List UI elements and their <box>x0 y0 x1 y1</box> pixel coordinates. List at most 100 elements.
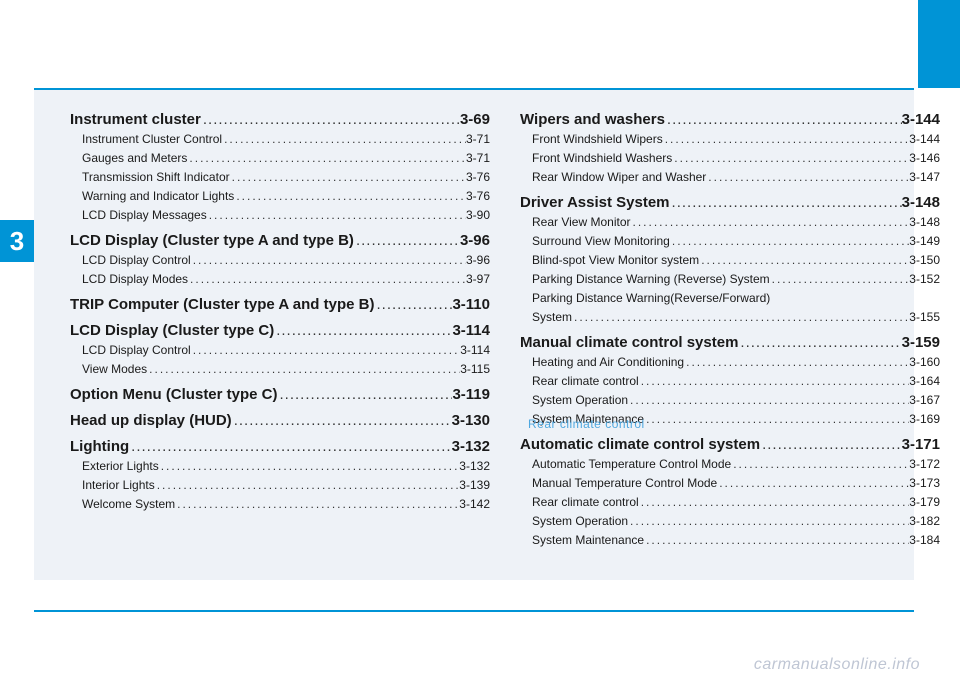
toc-label: Interior Lights <box>82 476 155 495</box>
toc-entry: Warning and Indicator Lights............… <box>70 187 490 206</box>
page-container: 3 Instrument cluster....................… <box>0 0 960 689</box>
toc-entry: LCD Display (Cluster type C)............… <box>70 320 490 341</box>
toc-label: LCD Display Messages <box>82 206 207 225</box>
toc-leader-dots: ........................................… <box>274 320 452 341</box>
toc-page-number: 3-179 <box>909 493 940 512</box>
toc-leader-dots: ........................................… <box>234 187 466 206</box>
toc-entry: System Operation........................… <box>520 512 940 531</box>
toc-page-number: 3-164 <box>909 372 940 391</box>
toc-page-number: 3-115 <box>460 360 490 379</box>
toc-entry: LCD Display (Cluster type A and type B).… <box>70 230 490 251</box>
toc-leader-dots: ........................................… <box>639 372 910 391</box>
toc-leader-dots: ........................................… <box>232 410 452 431</box>
chapter-number-tab: 3 <box>0 220 34 262</box>
toc-leader-dots: ........................................… <box>201 109 460 130</box>
toc-entry: Front Windshield Washers................… <box>520 149 940 168</box>
toc-leader-dots: ........................................… <box>207 206 466 225</box>
toc-page-number: 3-132 <box>459 457 490 476</box>
toc-entry: Wipers and washers......................… <box>520 109 940 130</box>
toc-entry: Automatic Temperature Control Mode......… <box>520 455 940 474</box>
toc-leader-dots: ........................................… <box>770 270 910 289</box>
toc-label: Driver Assist System <box>520 192 670 213</box>
toc-entry: Rear climate control....................… <box>520 372 940 391</box>
toc-label: Automatic Temperature Control Mode <box>532 455 731 474</box>
toc-label: Transmission Shift Indicator <box>82 168 230 187</box>
toc-label: LCD Display (Cluster type C) <box>70 320 274 341</box>
toc-page-number: 3-96 <box>466 251 490 270</box>
toc-leader-dots: ........................................… <box>175 495 459 514</box>
toc-page-number: 3-119 <box>452 384 490 405</box>
toc-entry: Parking Distance Warning(Reverse/Forward… <box>520 289 940 308</box>
toc-page-number: 3-171 <box>902 434 940 455</box>
toc-page-number: 3-76 <box>466 187 490 206</box>
toc-leader-dots: ........................................… <box>665 109 902 130</box>
toc-page-number: 3-69 <box>460 109 490 130</box>
toc-entry: Manual climate control system...........… <box>520 332 940 353</box>
toc-entry: Rear climate control....................… <box>520 493 940 512</box>
toc-label: Parking Distance Warning (Reverse) Syste… <box>532 270 770 289</box>
toc-entry: Driver Assist System....................… <box>520 192 940 213</box>
toc-entry: Exterior Lights.........................… <box>70 457 490 476</box>
toc-leader-dots: ........................................… <box>644 410 909 429</box>
toc-page-number: 3-172 <box>909 455 940 474</box>
toc-entry: TRIP Computer (Cluster type A and type B… <box>70 294 490 315</box>
toc-page-number: 3-144 <box>902 109 940 130</box>
toc-leader-dots: ........................................… <box>731 455 909 474</box>
toc-leader-dots: ........................................… <box>672 149 909 168</box>
toc-label: Rear climate control <box>532 493 639 512</box>
toc-leader-dots: ........................................… <box>663 130 910 149</box>
toc-label: System Maintenance <box>532 531 644 550</box>
toc-page-number: 3-132 <box>452 436 490 457</box>
toc-label: LCD Display (Cluster type A and type B) <box>70 230 354 251</box>
toc-entry: Parking Distance Warning (Reverse) Syste… <box>520 270 940 289</box>
toc-page-number: 3-167 <box>909 391 940 410</box>
toc-label: Instrument Cluster Control <box>82 130 222 149</box>
toc-entry: LCD Display Messages....................… <box>70 206 490 225</box>
toc-leader-dots: ........................................… <box>374 294 452 315</box>
toc-label: Surround View Monitoring <box>532 232 670 251</box>
toc-page-number: 3-146 <box>909 149 940 168</box>
toc-label: TRIP Computer (Cluster type A and type B… <box>70 294 374 315</box>
toc-page-number: 3-114 <box>460 341 490 360</box>
toc-label: Welcome System <box>82 495 175 514</box>
toc-label: Parking Distance Warning(Reverse/Forward… <box>532 289 770 308</box>
bottom-rule <box>34 610 914 612</box>
toc-entry: Rear Window Wiper and Washer............… <box>520 168 940 187</box>
toc-label: Instrument cluster <box>70 109 201 130</box>
toc-leader-dots: ........................................… <box>159 457 460 476</box>
toc-leader-dots: ........................................… <box>630 213 909 232</box>
toc-entry: Interior Lights.........................… <box>70 476 490 495</box>
toc-label: Gauges and Meters <box>82 149 187 168</box>
toc-page-number: 3-155 <box>909 308 940 327</box>
toc-leader-dots: ........................................… <box>278 384 453 405</box>
toc-leader-dots: ........................................… <box>354 230 460 251</box>
toc-entry: View Modes..............................… <box>70 360 490 379</box>
toc-leader-dots: ........................................… <box>628 391 909 410</box>
toc-page-number: 3-114 <box>452 320 490 341</box>
toc-page-number: 3-71 <box>466 149 490 168</box>
toc-page-number: 3-148 <box>902 192 940 213</box>
watermark-text: carmanualsonline.info <box>754 656 920 674</box>
toc-entry: LCD Display Control.....................… <box>70 341 490 360</box>
toc-page-number: 3-71 <box>466 130 490 149</box>
toc-leader-dots: ........................................… <box>187 149 466 168</box>
toc-entry: LCD Display Control.....................… <box>70 251 490 270</box>
toc-label: LCD Display Modes <box>82 270 188 289</box>
header-tab <box>918 0 960 88</box>
toc-leader-dots: ........................................… <box>155 476 460 495</box>
toc-leader-dots: ........................................… <box>129 436 451 457</box>
toc-label: Rear View Monitor <box>532 213 630 232</box>
toc-page-number: 3-76 <box>466 168 490 187</box>
toc-label: Front Windshield Wipers <box>532 130 663 149</box>
toc-entry: System..................................… <box>520 308 940 327</box>
toc-entry: Front Windshield Wipers.................… <box>520 130 940 149</box>
toc-leader-dots: ........................................… <box>628 512 909 531</box>
toc-entry: System Maintenance......................… <box>520 531 940 550</box>
toc-label: Rear climate control <box>532 372 639 391</box>
toc-leader-dots: ........................................… <box>670 192 902 213</box>
toc-leader-dots: ........................................… <box>670 232 909 251</box>
toc-label: View Modes <box>82 360 147 379</box>
toc-label: Blind-spot View Monitor system <box>532 251 699 270</box>
toc-page-number: 3-160 <box>909 353 940 372</box>
toc-page-number: 3-147 <box>909 168 940 187</box>
